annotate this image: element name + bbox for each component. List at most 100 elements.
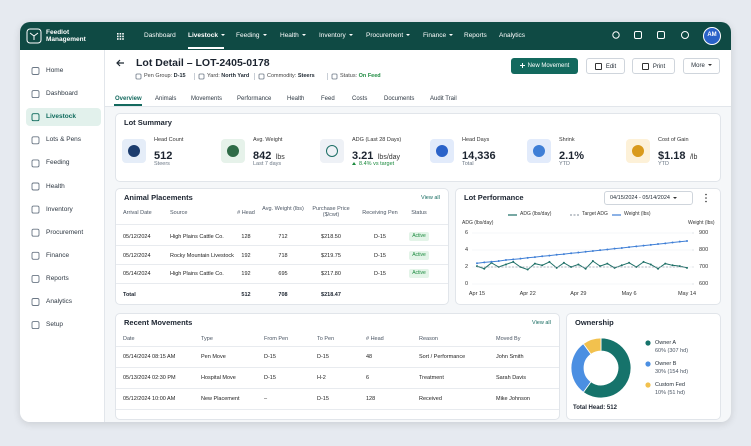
trend-up-icon xyxy=(352,162,356,166)
nav-item[interactable]: Reports xyxy=(464,32,487,39)
table-header: Type xyxy=(201,336,213,342)
nav-label: Health xyxy=(280,32,299,39)
legend-detail: 60% (307 hd) xyxy=(655,348,688,354)
tab[interactable]: Documents xyxy=(384,96,415,102)
tab[interactable]: Audit Trail xyxy=(430,96,457,102)
meta-separator xyxy=(327,73,328,80)
table-header: To Pen xyxy=(317,336,335,342)
legend-detail: 10% (51 hd) xyxy=(655,390,685,396)
kpi-note: Total xyxy=(462,161,474,167)
kpi-unit: /lb xyxy=(689,154,698,161)
row-separator xyxy=(116,409,559,410)
y-tick-label: 6 xyxy=(464,230,468,236)
meta-item: Pen Group: D-15 xyxy=(144,73,186,79)
table-header: Source xyxy=(170,210,188,216)
tab[interactable]: Performance xyxy=(237,96,272,102)
legend-detail-text: (154 hd) xyxy=(667,369,689,375)
table-header: # Head xyxy=(237,210,255,216)
kpi-note: YTD xyxy=(559,161,570,167)
action-button[interactable] xyxy=(511,58,578,74)
nav-item[interactable]: Dashboard xyxy=(144,32,176,39)
card xyxy=(115,313,560,420)
tab[interactable]: Overview xyxy=(115,96,142,102)
legend-label: ADG (lbs/day) xyxy=(520,211,552,217)
table-cell: 128 xyxy=(366,396,376,402)
nav-label: Reports xyxy=(464,32,487,39)
table-cell: 128 xyxy=(241,234,251,240)
table-cell: High Plains Cattle Co. xyxy=(170,234,224,240)
tab[interactable]: Costs xyxy=(352,96,368,102)
sidebar-label: Reports xyxy=(46,274,69,282)
table-cell: Rocky Mountain Livestock xyxy=(170,253,234,259)
avatar[interactable] xyxy=(703,27,721,45)
table-cell: $218.50 xyxy=(321,234,341,240)
view-all-link[interactable]: View all xyxy=(532,320,551,326)
caret xyxy=(301,34,306,37)
status-text: Active xyxy=(412,252,426,258)
date-range[interactable] xyxy=(604,191,693,205)
sidebar-item[interactable] xyxy=(26,62,101,80)
table-cell: Hospital Move xyxy=(201,375,236,381)
sidebar-label: Procurement xyxy=(46,228,84,236)
nav-label: Livestock xyxy=(188,32,218,39)
row-separator xyxy=(116,264,448,265)
table-cell: D-15 xyxy=(264,375,276,381)
meta-item: Yard: North Yard xyxy=(207,73,249,79)
tab[interactable]: Feed xyxy=(321,96,335,102)
kpi-note: 8.4% vs target xyxy=(359,161,395,167)
action-button[interactable] xyxy=(586,58,625,74)
sidebar-label: Health xyxy=(46,182,65,190)
kpi-value-row: $1.18 /lb xyxy=(658,146,697,164)
status-text: Active xyxy=(412,270,426,276)
action-label: Edit xyxy=(586,62,625,71)
page-title: Lot Detail – LOT-2405-0178 xyxy=(136,57,270,69)
caret xyxy=(707,63,712,66)
card xyxy=(455,188,721,305)
nav-label: Finance xyxy=(423,32,447,39)
action-label: Print xyxy=(632,62,675,71)
table-cell: Sarah Davis xyxy=(496,375,526,381)
nav-label: Feeding xyxy=(236,32,260,39)
y-tick-label: 2 xyxy=(464,264,468,270)
kpi-note-row: 8.4% vs target xyxy=(352,161,394,167)
table-cell: 718 xyxy=(278,253,288,259)
caret xyxy=(672,196,677,199)
table-cell: Treatment xyxy=(419,375,444,381)
nav-item[interactable]: Procurement xyxy=(366,32,411,39)
action-button[interactable] xyxy=(632,58,675,74)
nav-item[interactable]: Feeding xyxy=(236,32,267,39)
nav-item[interactable]: Analytics xyxy=(499,32,525,39)
tab[interactable]: Movements xyxy=(191,96,223,102)
caret xyxy=(262,34,267,37)
table-cell: H-2 xyxy=(317,375,326,381)
meta-value: D-15 xyxy=(173,73,186,79)
legend-label: Owner B xyxy=(655,361,677,367)
table-cell: 695 xyxy=(278,271,288,277)
nav-item[interactable]: Livestock xyxy=(188,32,225,39)
nav-item[interactable]: Inventory xyxy=(319,32,353,39)
kpi-value: 3.21 xyxy=(352,150,374,162)
nav-label: Dashboard xyxy=(144,32,176,39)
row-separator xyxy=(116,283,448,284)
table-cell: D-15 xyxy=(264,354,276,360)
status-badge xyxy=(409,269,429,278)
table-cell: 48 xyxy=(366,354,373,360)
table-cell: $217.80 xyxy=(321,271,341,277)
tab[interactable]: Health xyxy=(287,96,305,102)
view-all-link[interactable]: View all xyxy=(421,195,440,201)
meta-label: Yard: xyxy=(207,73,220,79)
nav-item[interactable]: Health xyxy=(280,32,306,39)
card-title: Ownership xyxy=(575,318,614,327)
action-button[interactable] xyxy=(683,58,720,74)
action-text: Edit xyxy=(605,63,617,70)
nav-item[interactable]: Finance xyxy=(423,32,454,39)
table-cell: 05/12/2024 xyxy=(123,253,151,259)
tab[interactable]: Animals xyxy=(155,96,177,102)
row-separator xyxy=(116,388,559,389)
pie-total-label: Total Head: xyxy=(573,405,606,411)
table-cell: – xyxy=(264,396,268,402)
meta-item: Status: On Feed xyxy=(340,73,381,79)
sidebar-item[interactable] xyxy=(26,316,101,334)
nav-label: Analytics xyxy=(499,32,526,39)
y2-tick-label: 800 xyxy=(699,247,709,253)
